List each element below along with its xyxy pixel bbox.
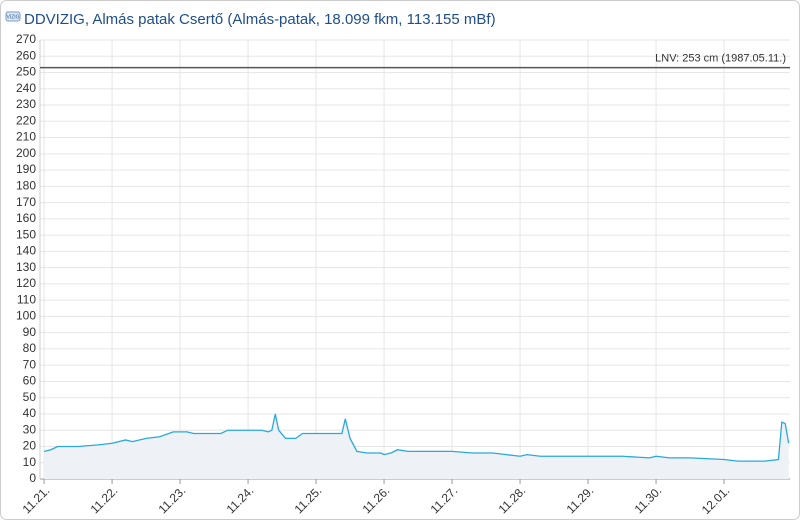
y-tick-label: 140 — [16, 244, 36, 258]
chart-title: DDVIZIG, Almás patak Csertő (Almás-patak… — [24, 11, 496, 28]
y-tick-label: 120 — [16, 276, 36, 290]
y-tick-label: 190 — [16, 162, 36, 176]
y-tick-label: 60 — [23, 374, 37, 388]
y-tick-label: 230 — [16, 97, 36, 111]
y-tick-label: 130 — [16, 260, 36, 274]
logo: VIZIG — [5, 11, 21, 22]
y-tick-label: 10 — [23, 455, 37, 469]
y-tick-label: 30 — [23, 422, 37, 436]
y-tick-label: 20 — [23, 439, 37, 453]
y-tick-label: 160 — [16, 211, 36, 225]
y-tick-label: 200 — [16, 146, 36, 160]
y-tick-label: 150 — [16, 227, 36, 241]
y-tick-label: 80 — [23, 341, 37, 355]
y-tick-label: 40 — [23, 406, 37, 420]
y-tick-label: 220 — [16, 113, 36, 127]
y-tick-label: 260 — [16, 48, 36, 62]
line — [43, 413, 790, 462]
y-tick-label: 70 — [23, 357, 37, 371]
y-tick-label: 250 — [16, 65, 36, 79]
y-tick-label: 240 — [16, 81, 36, 95]
y-tick-label: 170 — [16, 195, 36, 209]
y-tick-label: 50 — [23, 390, 37, 404]
y-tick-label: 210 — [16, 130, 36, 144]
svg-text:VIZIG: VIZIG — [6, 14, 19, 20]
y-tick-label: 90 — [23, 325, 37, 339]
y-tick-label: 100 — [16, 309, 36, 323]
y-tick-label: 180 — [16, 179, 36, 193]
y-tick-label: 110 — [17, 292, 36, 306]
y-tick-label: 270 — [16, 32, 36, 46]
threshold-label: LNV: 253 cm (1987.05.11.) — [655, 53, 786, 65]
y-tick-label: 0 — [29, 471, 36, 485]
